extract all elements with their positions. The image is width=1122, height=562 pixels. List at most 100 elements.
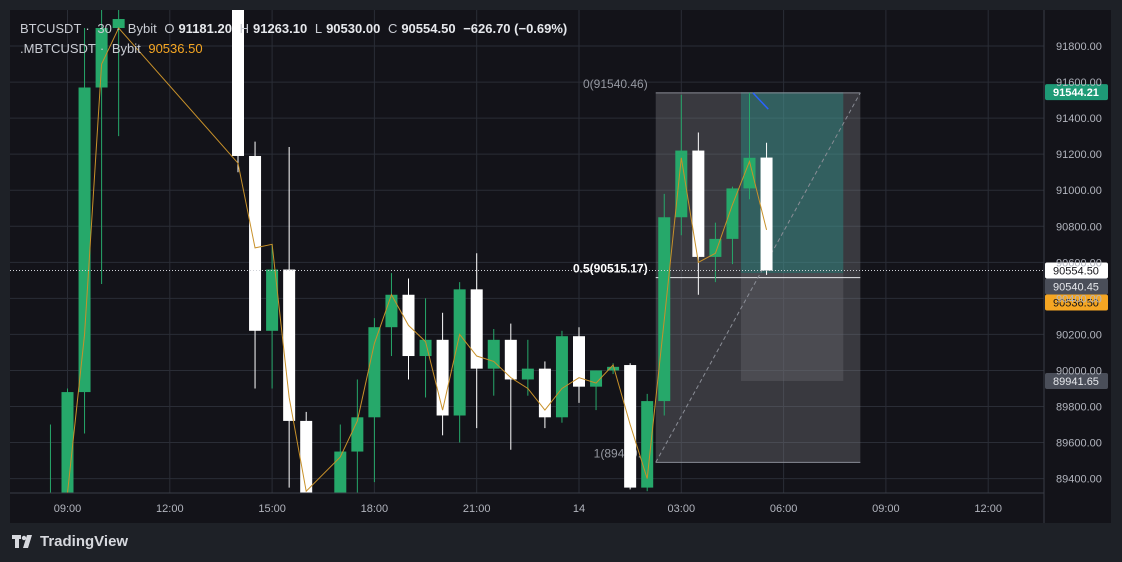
candle-body xyxy=(61,392,74,493)
y-tick-label: 91600.00 xyxy=(1056,77,1102,89)
legend-exchange: Bybit xyxy=(127,21,157,36)
candle-body xyxy=(334,451,347,493)
price-label: 90540.45 xyxy=(1053,282,1099,294)
labels-layer: 91544.21 90554.50 90540.45 90536.50 89941.65 xyxy=(1045,84,1108,389)
legend-change: −626.70 (−0.69%) xyxy=(463,21,568,36)
candle-body xyxy=(95,28,108,88)
axes-layer: 91800.00 91600.00 91400.00 91200.00 91000.00… xyxy=(10,10,1102,523)
candle-body xyxy=(607,366,620,371)
candle-body xyxy=(78,87,91,393)
legend-interval: 30 xyxy=(97,21,112,36)
candle-body xyxy=(658,217,671,402)
y-tick-label: 91800.00 xyxy=(1056,41,1102,53)
drawings-layer: 0(91540.46) 0.5(90515.17) 1(89489.8 xyxy=(573,77,861,463)
y-tick-label: 89800.00 xyxy=(1056,401,1102,413)
price-label: 91544.21 xyxy=(1053,87,1099,99)
x-tick-label: 12:00 xyxy=(974,503,1002,515)
teal-target-box xyxy=(740,92,844,274)
y-tick-label: 90400.00 xyxy=(1056,293,1102,305)
legend2-exchange: Bybit xyxy=(111,41,141,56)
ma-line xyxy=(65,27,768,493)
y-tick-label: 90200.00 xyxy=(1056,329,1102,341)
candle-body xyxy=(538,368,551,418)
ma-line-layer xyxy=(65,27,768,493)
grid xyxy=(10,10,1044,493)
x-tick-label: 14 xyxy=(573,503,585,515)
x-tick-label: 09:00 xyxy=(54,503,82,515)
legend-open-label: O xyxy=(164,21,175,36)
price-label-bg xyxy=(1045,372,1108,389)
legend-close: 90554.50 xyxy=(401,21,456,36)
candle-body xyxy=(521,368,534,380)
legend-high-label: H xyxy=(239,21,249,36)
chart-frame[interactable]: 0(91540.46) 0.5(90515.17) 1(89489.8 91544.… xyxy=(10,10,1111,523)
x-tick-label: 09:00 xyxy=(872,503,900,515)
candle-body xyxy=(470,289,483,369)
y-tick-label: 91400.00 xyxy=(1056,113,1102,125)
y-tick-label: 90000.00 xyxy=(1056,365,1102,377)
y-tick-label: 89400.00 xyxy=(1056,474,1102,486)
ohlc-legend: BTCUSDT · 30 · Bybit O 91181.20 H 91263.10 L… xyxy=(20,21,568,36)
candle-body xyxy=(300,420,313,493)
x-tick-label: 21:00 xyxy=(463,503,491,515)
candle-body xyxy=(368,327,381,418)
legend-low-label: L xyxy=(314,21,323,36)
legend-close-label: C xyxy=(387,21,398,36)
candle-body xyxy=(692,150,705,257)
candle-body xyxy=(555,336,568,418)
gray-lower-box xyxy=(740,273,844,381)
candle-body xyxy=(249,155,262,331)
legend-symbol[interactable]: BTCUSDT xyxy=(20,21,82,36)
x-tick-label: 15:00 xyxy=(258,503,286,515)
price-label: 90536.50 xyxy=(1053,298,1099,310)
candle-body xyxy=(436,339,449,416)
y-tick-label: 91000.00 xyxy=(1056,185,1102,197)
x-tick-label: 06:00 xyxy=(770,503,798,515)
legend-low: 90530.00 xyxy=(326,21,381,36)
candle-body xyxy=(453,289,466,416)
price-label-bg xyxy=(1045,278,1108,295)
x-tick-label: 03:00 xyxy=(668,503,696,515)
candle-body xyxy=(112,19,125,29)
candle-body xyxy=(232,10,244,156)
candles-layer xyxy=(44,10,773,498)
y-tick-label: 89600.00 xyxy=(1056,438,1102,450)
fib-label-1: 1(89489.8 xyxy=(594,446,648,460)
legend-high: 91263.10 xyxy=(252,21,308,36)
candle-body xyxy=(743,157,756,189)
legend2-symbol[interactable]: .MBTCUSDT xyxy=(20,41,96,56)
indicator-legend: .MBTCUSDT · Bybit 90536.50 xyxy=(20,41,203,56)
candle-body xyxy=(726,188,739,239)
fib-label-0: 0(91540.46) xyxy=(583,77,648,91)
price-label-bg xyxy=(1045,294,1108,311)
candle-body xyxy=(760,157,773,271)
candle-body xyxy=(283,269,296,421)
y-tick-label: 91200.00 xyxy=(1056,149,1102,161)
pattern-marker xyxy=(752,92,769,110)
x-tick-label: 18:00 xyxy=(361,503,389,515)
price-label-bg xyxy=(1045,84,1108,101)
fib-trend-line xyxy=(655,92,861,463)
candle-body xyxy=(487,339,500,369)
price-label: 90554.50 xyxy=(1053,266,1099,278)
candle-body xyxy=(573,336,585,387)
candle-body xyxy=(675,150,688,218)
legend2-value: 90536.50 xyxy=(148,41,203,56)
candle-body xyxy=(641,401,654,488)
candle-body xyxy=(504,339,517,380)
price-label: 89941.65 xyxy=(1053,376,1099,388)
tradingview-logo-icon xyxy=(12,534,32,548)
candle-body xyxy=(266,269,279,331)
price-label-bg xyxy=(1045,262,1108,279)
candlestick-chart[interactable]: 0(91540.46) 0.5(90515.17) 1(89489.8 91544.… xyxy=(10,10,1111,523)
y-tick-label: 90600.00 xyxy=(1056,257,1102,269)
candle-body xyxy=(385,294,398,328)
tradingview-footer[interactable]: TradingView xyxy=(12,533,128,550)
x-tick-label: 12:00 xyxy=(156,503,184,515)
brand-name: TradingView xyxy=(40,533,129,550)
y-tick-label: 90800.00 xyxy=(1056,221,1102,233)
legend-open: 91181.20 xyxy=(178,21,232,36)
candle-body xyxy=(44,497,56,498)
candle-body xyxy=(624,365,637,488)
candle-body xyxy=(351,417,364,452)
